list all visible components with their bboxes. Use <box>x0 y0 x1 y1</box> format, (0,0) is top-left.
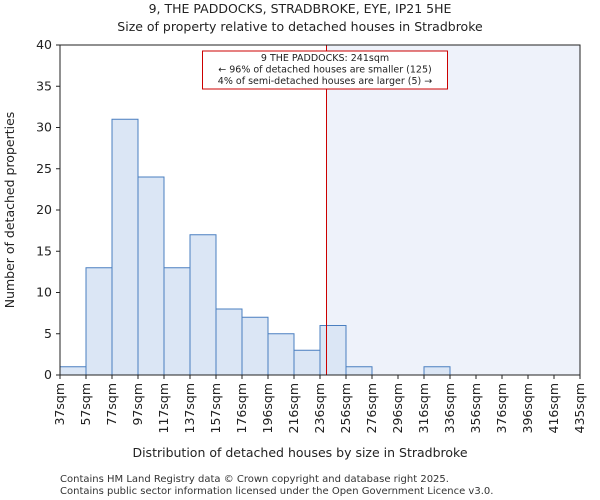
bar-316sqm <box>423 366 451 376</box>
y-tick-label: 15 <box>36 243 52 258</box>
y-axis-label: Number of detached properties <box>2 112 17 309</box>
x-tick-label: 296sqm <box>390 383 405 433</box>
x-tick-label: 57sqm <box>78 383 93 426</box>
bar-37sqm <box>59 366 87 376</box>
y-tick-label: 20 <box>36 202 52 217</box>
x-tick-label: 137sqm <box>182 383 197 433</box>
x-tick-label: 256sqm <box>338 383 353 433</box>
x-tick-label: 376sqm <box>494 383 509 433</box>
footer-line-1: Contains HM Land Registry data © Crown c… <box>60 474 449 485</box>
annotation-frame <box>202 50 448 90</box>
x-tick-label: 37sqm <box>52 383 67 426</box>
bar-137sqm <box>189 234 217 376</box>
bar-97sqm <box>137 176 165 376</box>
y-tick-label: 30 <box>36 120 52 135</box>
x-tick-label: 196sqm <box>260 383 275 433</box>
x-tick-label: 356sqm <box>468 383 483 433</box>
y-tick-label: 10 <box>36 285 52 300</box>
bar-216sqm <box>293 349 321 376</box>
y-tick-label: 0 <box>44 367 52 382</box>
y-tick-label: 25 <box>36 161 52 176</box>
x-tick-label: 117sqm <box>156 383 171 433</box>
x-tick-label: 77sqm <box>104 383 119 426</box>
footer-line-2: Contains public sector information licen… <box>60 486 493 497</box>
x-axis: 37sqm 57sqm 77sqm 97sqm 117sqm 137sqm 157sqm 17… <box>52 375 587 433</box>
larger-properties-shade <box>326 45 580 375</box>
annotation-line-2: ← 96% of detached houses are smaller (12… <box>218 65 431 76</box>
annotation-box: 9 THE PADDOCKS: 241sqm ← 96% of detached… <box>202 50 448 90</box>
y-tick-label: 40 <box>36 37 52 52</box>
x-tick-label: 157sqm <box>208 383 223 433</box>
annotation-line-3: 4% of semi-detached houses are larger (5… <box>218 76 432 87</box>
bar-57sqm <box>85 267 113 376</box>
x-tick-label: 396sqm <box>520 383 535 433</box>
x-tick-label: 216sqm <box>286 383 301 433</box>
chart-title: 9, THE PADDOCKS, STRADBROKE, EYE, IP21 5… <box>149 1 452 16</box>
bars-group <box>59 118 451 376</box>
chart-subtitle: Size of property relative to detached ho… <box>117 19 483 34</box>
bar-117sqm <box>163 267 191 376</box>
y-tick-label: 5 <box>44 326 52 341</box>
x-tick-label: 316sqm <box>416 383 431 433</box>
bar-236sqm <box>319 325 347 376</box>
annotation-line-1: 9 THE PADDOCKS: 241sqm <box>261 53 389 64</box>
x-tick-label: 236sqm <box>312 383 327 433</box>
x-tick-label: 97sqm <box>130 383 145 426</box>
bar-77sqm <box>111 118 139 376</box>
x-axis-label: Distribution of detached houses by size … <box>132 445 467 460</box>
x-tick-label: 435sqm <box>572 383 587 433</box>
bar-157sqm <box>215 308 243 376</box>
bar-196sqm <box>267 333 295 376</box>
y-axis: 0 5 10 15 20 25 30 35 40 <box>36 37 60 382</box>
bar-256sqm <box>345 366 373 376</box>
x-tick-label: 176sqm <box>234 383 249 433</box>
x-tick-label: 416sqm <box>546 383 561 433</box>
bar-176sqm <box>241 316 269 376</box>
y-tick-label: 35 <box>36 78 52 93</box>
x-tick-label: 276sqm <box>364 383 379 433</box>
x-tick-label: 336sqm <box>442 383 457 433</box>
